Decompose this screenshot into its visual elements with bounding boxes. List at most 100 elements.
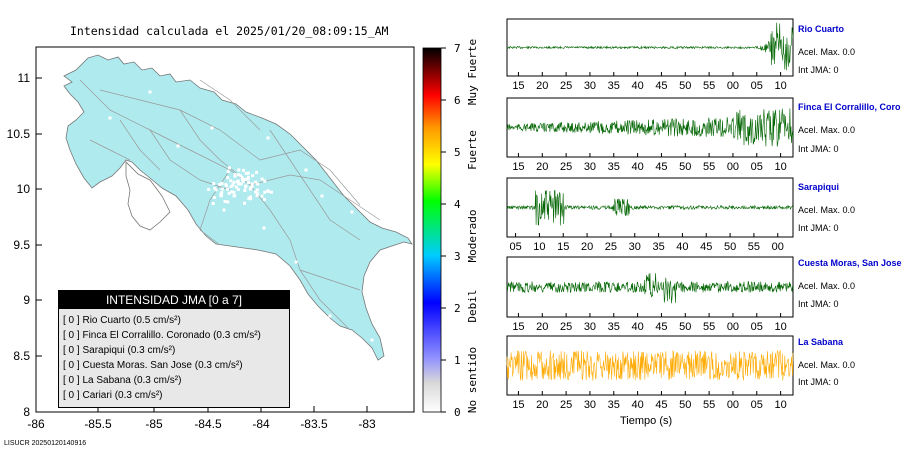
colorbar-tick-label: 2	[454, 302, 461, 315]
time-tick-label: 25	[605, 241, 617, 253]
station-marker	[231, 183, 235, 187]
time-tick-label: 40	[631, 161, 643, 173]
time-tick-label: 20	[536, 161, 548, 173]
station-marker	[247, 181, 251, 185]
station-marker	[154, 204, 158, 208]
gulf-water	[125, 161, 171, 231]
map-y-axis: 8 8.5 9 9.5 10 10.5 11	[7, 71, 42, 419]
panel-int: Int JMA: 0	[798, 223, 839, 233]
waveform-trace	[506, 108, 794, 147]
time-tick-label: 50	[724, 241, 736, 253]
station-marker	[239, 174, 243, 178]
station-marker	[240, 176, 244, 180]
station-marker	[241, 179, 245, 183]
panel-acel: Acel. Max. 0.0	[798, 47, 856, 57]
time-tick-label: 30	[584, 399, 596, 411]
road-network	[79, 79, 381, 331]
time-tick-label: 00	[727, 80, 739, 92]
panel-title: Finca El Corralillo, Coro	[798, 102, 901, 112]
time-tick-label: 10	[774, 399, 786, 411]
time-tick-label: 40	[631, 80, 643, 92]
time-tick-label: 20	[536, 321, 548, 333]
colorbar-labels: No sentido Debil Moderado Fuerte Muy Fuerte	[466, 39, 479, 413]
y-tick-label: 10	[17, 182, 31, 196]
x-tick-label: -85.5	[84, 417, 112, 431]
station-marker	[108, 116, 112, 120]
station-marker	[232, 194, 236, 198]
station-marker	[238, 182, 242, 186]
station-marker	[260, 194, 264, 198]
station-marker	[266, 189, 270, 193]
time-tick-label: 10	[774, 80, 786, 92]
time-tick-label: 55	[703, 161, 715, 173]
station-marker	[266, 136, 270, 140]
time-tick-label: 15	[512, 80, 524, 92]
station-marker	[222, 208, 226, 212]
station-marker	[219, 194, 223, 198]
station-marker	[220, 187, 224, 191]
time-tick-label: 05	[751, 321, 763, 333]
colorbar-tick-label: 3	[454, 250, 461, 263]
panel-title: Sarapiqui	[798, 182, 840, 192]
legend-row: [ 0 ] Cariari (0.3 cm/s²)	[63, 390, 163, 401]
station-marker	[188, 226, 192, 230]
station-marker	[229, 179, 233, 183]
time-tick-label: 30	[584, 321, 596, 333]
road	[249, 184, 351, 331]
y-tick-label: 9.5	[13, 238, 30, 252]
footer-id: LISUCR 20250120140916	[4, 440, 87, 447]
waveform-trace	[506, 190, 794, 226]
panel-frame	[506, 256, 794, 318]
station-markers	[108, 90, 374, 342]
station-marker	[241, 168, 245, 172]
panel-int: Int JMA: 0	[798, 377, 839, 387]
station-marker	[246, 177, 250, 181]
station-marker	[251, 174, 255, 178]
y-tick-label: 11	[18, 71, 31, 85]
station-marker	[210, 126, 214, 130]
station-marker	[328, 314, 332, 318]
time-tick-label: 50	[679, 80, 691, 92]
colorbar-tick-label: 5	[454, 146, 461, 159]
station-marker	[263, 190, 267, 194]
colorbar-category-label: Debil	[466, 289, 479, 322]
colorbar-tick-label: 7	[454, 42, 461, 55]
station-marker	[224, 184, 228, 188]
time-tick-label: 05	[751, 80, 763, 92]
time-tick-label: 50	[679, 399, 691, 411]
legend-row: [ 0 ] Finca El Corralillo. Coronado (0.3…	[63, 330, 261, 341]
colorbar-category-label: No sentido	[466, 347, 479, 413]
time-tick-label: 55	[748, 241, 760, 253]
time-tick-label: 35	[608, 321, 620, 333]
station-marker	[263, 198, 267, 202]
time-tick-label: 10	[533, 241, 545, 253]
time-tick-label: 30	[629, 241, 641, 253]
station-marker	[294, 260, 298, 264]
page-title: Intensidad calculada el 2025/01/20_08:09…	[70, 24, 389, 38]
time-tick-label: 25	[560, 80, 572, 92]
time-tick-label: 15	[512, 399, 524, 411]
station-marker	[236, 187, 240, 191]
time-tick-label: 10	[774, 321, 786, 333]
time-tick-label: 05	[509, 241, 521, 253]
road	[79, 79, 251, 186]
station-marker	[148, 90, 152, 94]
intensity-colorbar: 0 1 2 3 4 5 6 7 No sentido Debil Moderado Fuerte Mu…	[422, 39, 479, 419]
panel-int: Int JMA: 0	[798, 65, 839, 75]
station-marker	[242, 201, 246, 205]
time-tick-label: 55	[703, 80, 715, 92]
station-marker	[226, 187, 230, 191]
y-tick-label: 10.5	[7, 127, 31, 141]
time-tick-label: 55	[703, 321, 715, 333]
station-marker	[212, 195, 216, 199]
time-tick-label: 50	[679, 161, 691, 173]
waveform-panel: 05 10 15 20 25 30 35 40 45 50 55 00	[506, 177, 794, 253]
legend-row: [ 0 ] Rio Cuarto (0.5 cm/s²)	[63, 315, 181, 326]
station-marker	[226, 170, 230, 174]
station-marker	[211, 201, 215, 205]
time-tick-label: 45	[655, 399, 667, 411]
station-marker	[226, 176, 230, 180]
time-tick-label: 40	[676, 241, 688, 253]
x-tick-label: -84	[252, 417, 270, 431]
panel-int: Int JMA: 0	[798, 299, 839, 309]
